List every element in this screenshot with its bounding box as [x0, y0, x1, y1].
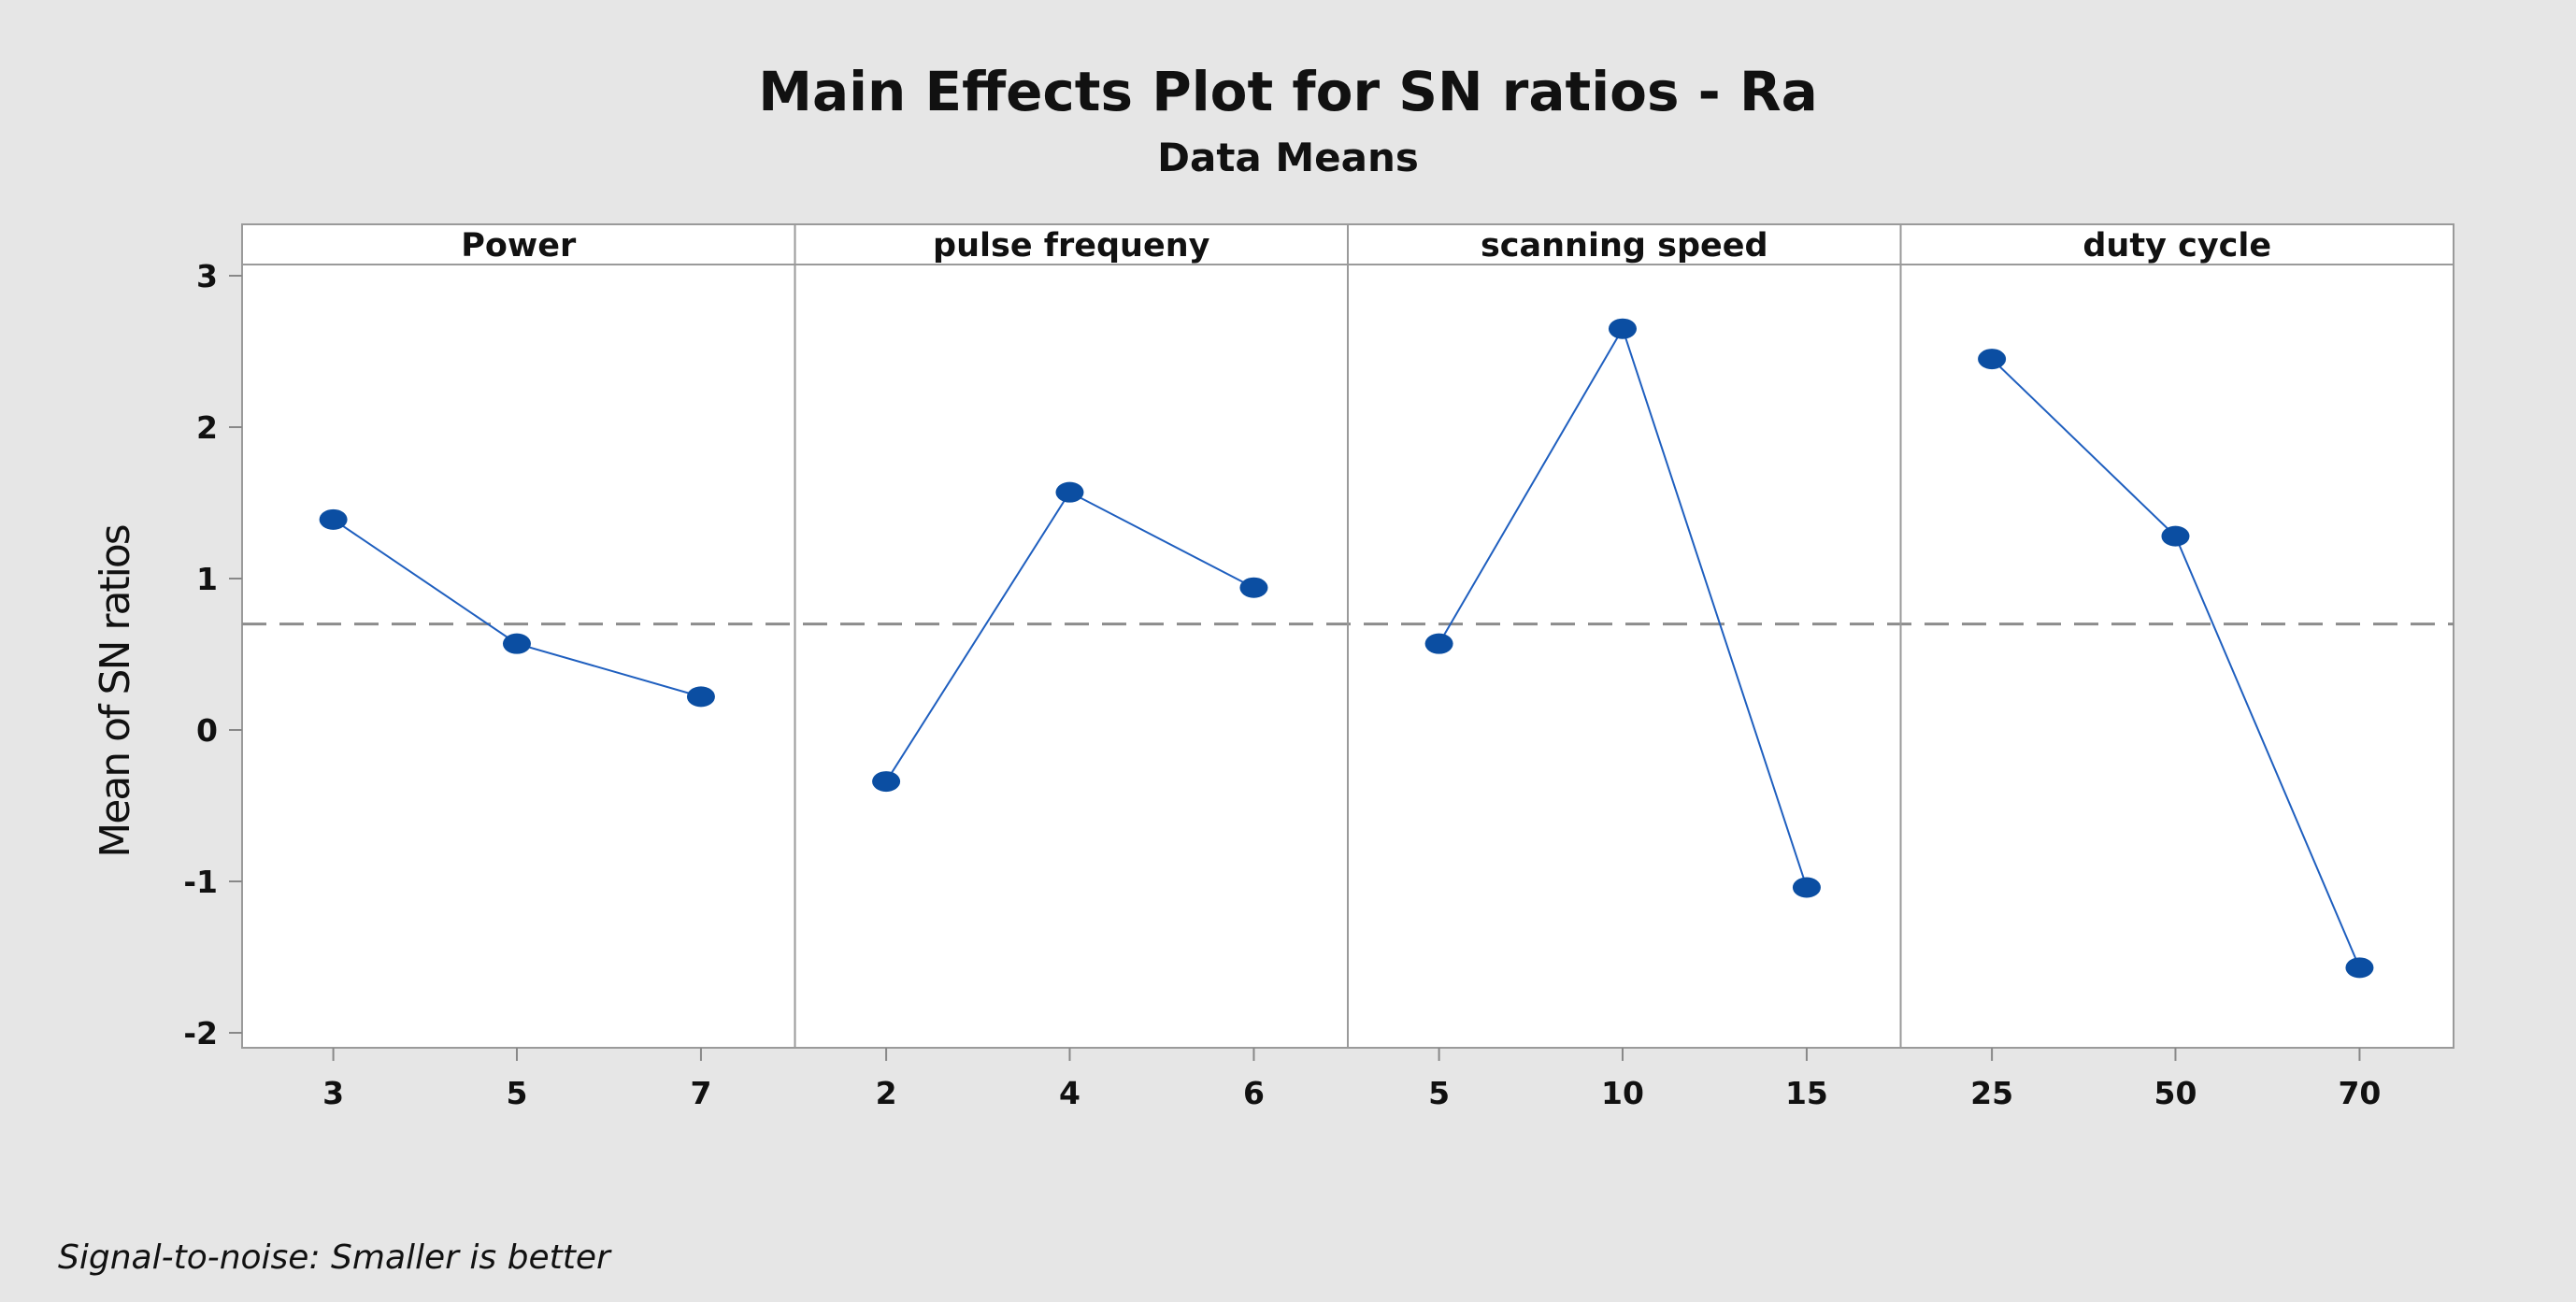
- panel-title: Power: [461, 227, 577, 265]
- data-point: [686, 686, 715, 708]
- data-point: [319, 508, 348, 530]
- y-tick-label: -1: [183, 864, 218, 900]
- y-tick-label: 2: [196, 409, 218, 446]
- panel-title: duty cycle: [2082, 227, 2271, 265]
- chart-title: Main Effects Plot for SN ratios - Ra: [758, 60, 1818, 123]
- x-tick-label: 3: [322, 1075, 344, 1111]
- y-tick-label: -2: [183, 1015, 218, 1052]
- chart-subtitle: Data Means: [1157, 135, 1419, 180]
- y-tick-label: 3: [196, 258, 218, 294]
- x-tick-label: 4: [1059, 1075, 1080, 1111]
- x-tick-label: 6: [1243, 1075, 1265, 1111]
- x-tick-label: 25: [1970, 1075, 2013, 1111]
- y-axis-label: Mean of SN ratios: [92, 525, 139, 858]
- data-point: [1792, 877, 1821, 898]
- data-point: [1978, 349, 2007, 370]
- panel-title: pulse frequeny: [933, 227, 1210, 265]
- x-tick-label: 5: [506, 1075, 527, 1111]
- data-point: [1608, 318, 1637, 339]
- data-point: [2161, 525, 2190, 547]
- panel-title: scanning speed: [1481, 227, 1768, 265]
- x-tick-label: 7: [690, 1075, 711, 1111]
- data-point: [2345, 957, 2374, 979]
- data-point: [1239, 577, 1268, 598]
- x-tick-label: 5: [1428, 1075, 1450, 1111]
- data-point: [502, 633, 531, 654]
- data-point: [872, 771, 901, 793]
- y-tick-label: 0: [196, 712, 218, 749]
- x-tick-label: 10: [1601, 1075, 1644, 1111]
- x-tick-label: 50: [2154, 1075, 2197, 1111]
- x-tick-label: 70: [2338, 1075, 2381, 1111]
- x-tick-label: 2: [876, 1075, 897, 1111]
- footnote: Signal-to-noise: Smaller is better: [58, 1238, 612, 1277]
- data-point: [1424, 633, 1453, 654]
- x-tick-label: 15: [1785, 1075, 1828, 1111]
- y-tick-label: 1: [196, 561, 218, 597]
- data-point: [1055, 481, 1084, 503]
